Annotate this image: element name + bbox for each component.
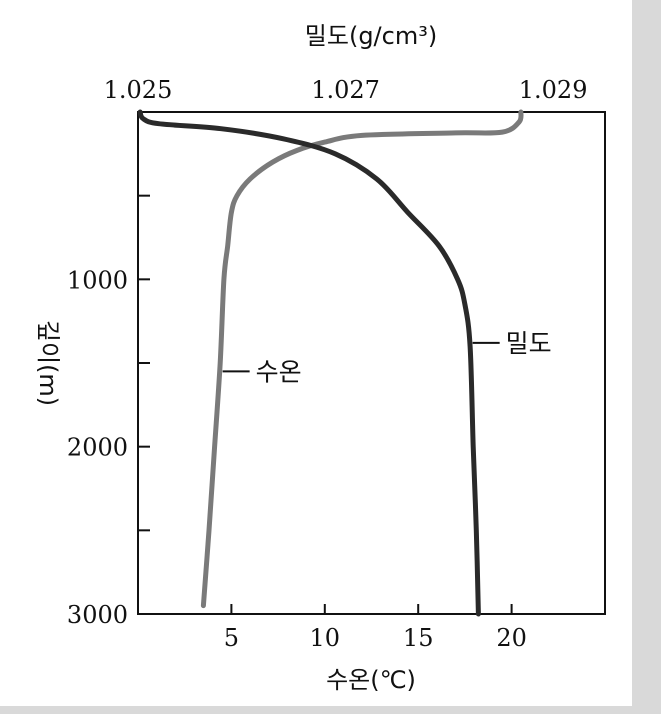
bottom-axis-title: 수온(℃)	[326, 666, 416, 694]
bottom-tick-label: 15	[403, 624, 434, 652]
top-axis-title: 밀도(g/cm³)	[305, 22, 437, 50]
figure-frame: 밀도(g/cm³) 수온(℃) 깊이(m) 1.025 1.027 1.029 5 1…	[0, 0, 632, 706]
y-tick-label: 2000	[67, 434, 128, 462]
bottom-axis-ticks: 5 10 15 20	[224, 604, 527, 652]
top-tick-label: 1.025	[104, 76, 173, 104]
series-line-density	[137, 109, 481, 617]
top-axis-ticks: 1.025 1.027 1.029	[104, 76, 588, 104]
y-axis-title: 깊이(m)	[34, 320, 62, 406]
depth-profile-chart: 밀도(g/cm³) 수온(℃) 깊이(m) 1.025 1.027 1.029 5 1…	[34, 22, 606, 694]
top-tick-label: 1.029	[519, 76, 588, 104]
y-tick-label: 3000	[67, 601, 128, 629]
top-tick-label: 1.027	[311, 76, 380, 104]
bottom-tick-label: 5	[224, 624, 239, 652]
curves	[137, 109, 524, 617]
series-label: 밀도	[506, 329, 552, 358]
bottom-tick-label: 20	[496, 624, 527, 652]
curve-labels: 수온 밀도	[222, 329, 552, 386]
y-tick-label: 1000	[67, 266, 128, 294]
series-label: 수온	[256, 357, 302, 386]
bottom-tick-label: 10	[310, 624, 341, 652]
series-line-temperature	[200, 109, 524, 609]
y-axis-ticks: 1000 2000 3000	[67, 194, 150, 629]
